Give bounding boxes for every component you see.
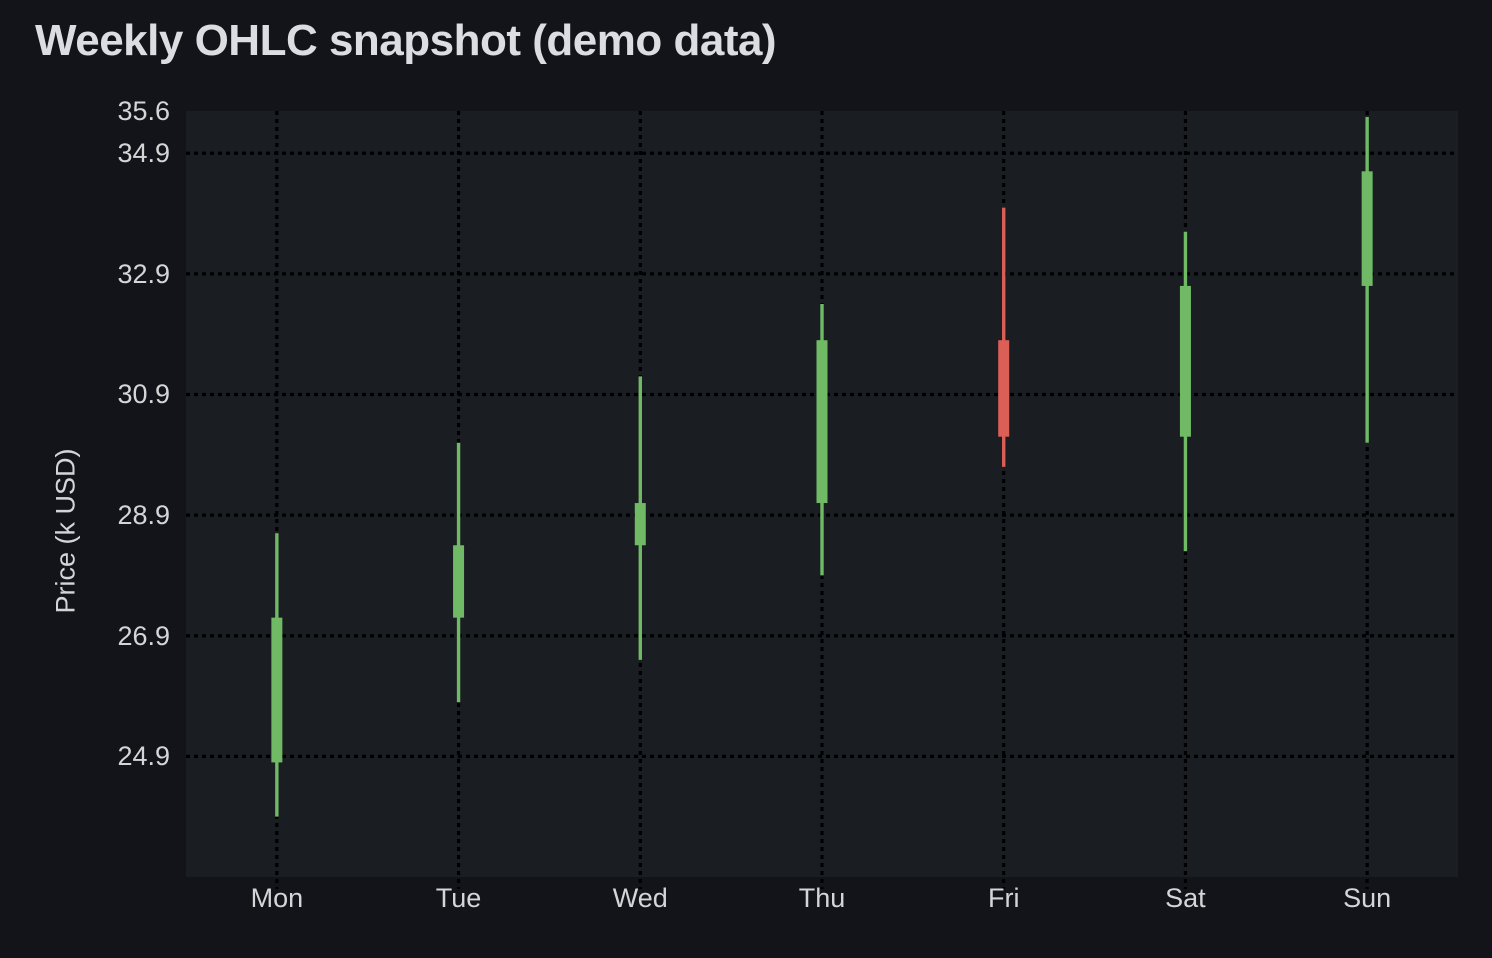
candle-tue bbox=[453, 442, 465, 703]
candle-body bbox=[453, 545, 465, 618]
candle-body bbox=[634, 503, 646, 546]
candle-body bbox=[1179, 285, 1191, 437]
y-axis-title: Price (k USD) bbox=[50, 448, 81, 614]
candle-body bbox=[1361, 171, 1373, 286]
chart-title: Weekly OHLC snapshot (demo data) bbox=[35, 16, 777, 65]
candle-body bbox=[271, 617, 283, 763]
candle-thu bbox=[816, 304, 828, 576]
y-tick-label: 30.9 bbox=[117, 379, 170, 410]
candle-mon bbox=[271, 533, 283, 817]
candle-sun bbox=[1361, 117, 1373, 443]
candle-wed bbox=[634, 376, 646, 660]
y-tick-label: 35.6 bbox=[117, 96, 170, 126]
candle-fri bbox=[998, 207, 1010, 467]
candle-body bbox=[998, 340, 1010, 437]
candle-sat bbox=[1179, 231, 1191, 552]
y-tick-label: 26.9 bbox=[117, 620, 170, 651]
plot-area bbox=[186, 111, 1458, 889]
candle-body bbox=[816, 340, 828, 504]
y-tick-label: 34.9 bbox=[117, 138, 170, 169]
y-tick-label: 24.9 bbox=[117, 741, 170, 772]
y-tick-label: 32.9 bbox=[117, 258, 170, 289]
